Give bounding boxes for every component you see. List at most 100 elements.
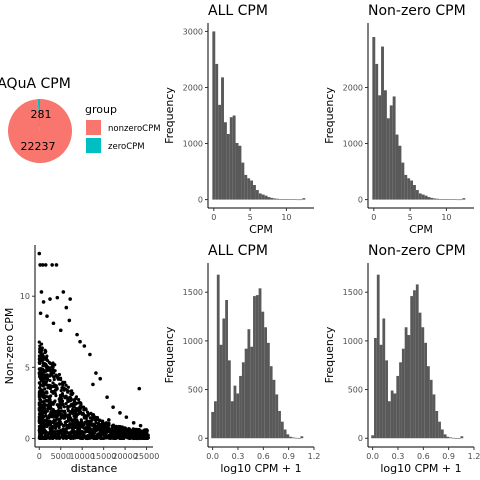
scatter-point [41, 409, 45, 413]
hist-bar [462, 198, 466, 200]
scatter-point [49, 406, 53, 410]
scatter-point [43, 407, 47, 411]
hist-bar [401, 162, 405, 200]
hist-bar [453, 199, 457, 201]
scatter-point [56, 436, 60, 440]
hist-bar [278, 410, 281, 439]
scatter-point [55, 295, 60, 300]
scatter-point [67, 318, 72, 323]
hist-bar [450, 199, 454, 200]
hist-bar [374, 337, 377, 439]
scatter-point [39, 354, 43, 358]
scatter-point [72, 414, 76, 418]
scatter-point [73, 435, 78, 439]
hist-bar [396, 375, 400, 439]
hist-bar [436, 198, 440, 200]
hist-bar [219, 344, 223, 439]
scatter-point [124, 434, 128, 439]
hist-bar [247, 329, 251, 439]
y-axis-label: Frequency [323, 326, 336, 383]
scatter-point [114, 424, 118, 428]
scatter-point [140, 435, 145, 439]
hist-bar [233, 385, 237, 439]
panel-title: Non-zero CPM [368, 243, 466, 259]
scatter-point [129, 429, 134, 433]
hist-bar [297, 438, 301, 439]
hist-bar [383, 90, 387, 200]
scatter-point [99, 434, 103, 438]
x-axis-label: CPM [249, 223, 273, 236]
hist-bar [398, 145, 402, 200]
scatter-point [61, 435, 65, 439]
scatter-point [61, 290, 66, 294]
scatter-point [37, 401, 41, 405]
scatter-point [84, 407, 88, 411]
hist-bar [289, 436, 293, 439]
scatter-point [43, 419, 47, 423]
scatter-point [41, 393, 45, 398]
scatter-point [44, 365, 48, 369]
scatter-point [37, 251, 42, 256]
scatter-point [55, 417, 59, 421]
scatter-point [60, 422, 64, 426]
scatter-point [79, 418, 83, 422]
scatter-point [128, 436, 132, 440]
y-tick-label: 0 [358, 434, 363, 443]
y-axis-label: Frequency [163, 326, 176, 383]
scatter-point [58, 328, 63, 333]
y-tick-label: 10 [20, 292, 30, 301]
scatter-point [37, 415, 42, 419]
hist-bar [386, 118, 390, 200]
hist-bar [432, 394, 436, 439]
hist-bar [266, 342, 270, 439]
hist-bar [230, 401, 234, 439]
hist-bar [215, 63, 219, 200]
scatter-point [44, 380, 48, 385]
hist-bar [392, 96, 396, 200]
hist-bar [413, 185, 416, 200]
y-tick-label: 2000 [183, 83, 203, 92]
x-tick-label: 0 [37, 452, 42, 461]
scatter-point [60, 391, 65, 396]
hist-bar [424, 342, 427, 439]
scatter-point [40, 413, 44, 417]
x-tick-label: 0 [211, 213, 216, 222]
scatter-point [39, 431, 43, 436]
hist-bar [225, 299, 228, 439]
panel-title: ALL CPM [208, 3, 268, 19]
hist-bar [232, 115, 236, 200]
scatter-point [79, 425, 83, 429]
scatter-point [54, 394, 58, 398]
scatter-point [137, 386, 142, 391]
y-tick-label: 2000 [343, 83, 363, 92]
hist-bar [214, 401, 217, 439]
scatter-point [68, 297, 72, 301]
scatter-point [63, 414, 67, 418]
scatter-point [59, 377, 63, 382]
scatter-point [49, 394, 53, 398]
scatter-point [41, 367, 45, 371]
scatter-point [68, 432, 72, 437]
scatter-point [70, 426, 74, 430]
hist-bar [255, 190, 259, 200]
hist-bar [393, 393, 397, 439]
x-tick-label: 10 [441, 213, 451, 222]
hist-bar [433, 198, 437, 200]
scatter-point [75, 423, 80, 427]
hist-bar [236, 393, 240, 439]
scatter-point [43, 350, 47, 355]
scatter-point [64, 305, 69, 310]
scatter-point [78, 428, 82, 432]
scatter-point [88, 352, 92, 357]
scatter-point [138, 423, 143, 428]
y-tick-label: 1000 [343, 140, 363, 149]
scatter-point [37, 419, 41, 423]
scatter-point [105, 395, 109, 400]
scatter-point [134, 427, 138, 431]
panel-title: ALL CPM [208, 243, 268, 259]
scatter-point [78, 410, 83, 414]
y-axis-label: Frequency [163, 87, 176, 144]
hist-bar [404, 174, 408, 200]
y-tick-label: 0 [198, 434, 203, 443]
scatter-point [68, 399, 73, 403]
